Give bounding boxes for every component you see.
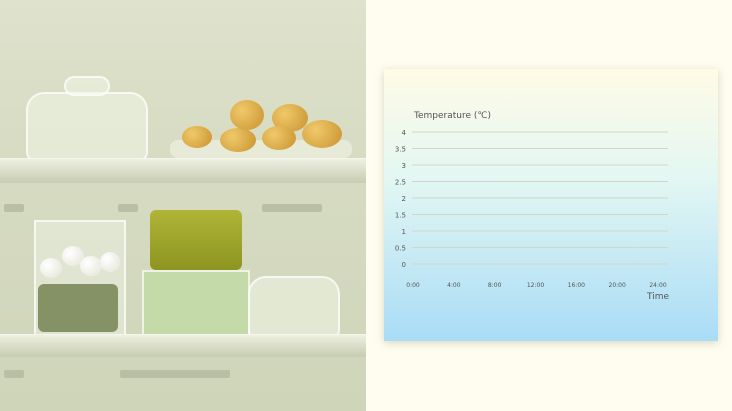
x-tick-label: 24:00 [649,282,666,289]
temperature-chart-card: Temperature (℃) Time 0 0.5 1 1.5 2 2.5 3 3.5 4 0:… [384,69,718,341]
shelf-rail [118,204,138,212]
egg [80,256,102,276]
refrigerator-photo [0,0,366,411]
shelf-rail [120,370,230,378]
y-axis-label: Temperature (℃) [413,111,491,121]
y-tick-label: 0.5 [395,245,406,253]
egg [40,258,62,278]
potato [262,126,296,150]
x-tick-label: 20:00 [609,282,626,289]
y-tick-label: 3.5 [395,146,406,154]
potato [182,126,212,148]
y-tick-label: 3 [402,162,406,170]
y-tick-label: 2 [402,195,406,203]
shelf-rail [262,204,322,212]
glass-jar [26,92,148,162]
x-tick-label: 8:00 [488,282,502,289]
x-tick-label: 12:00 [527,282,544,289]
greens [38,284,118,332]
glass-jar [248,276,340,340]
y-tick-label: 4 [402,129,407,137]
shelf [0,334,366,357]
temperature-chart: Temperature (℃) Time 0 0.5 1 1.5 2 2.5 3 3.5 4 0:… [395,111,670,302]
egg [62,246,84,266]
potato [230,100,264,130]
shelf [0,158,366,183]
egg [100,252,120,272]
y-tick-label: 1.5 [395,212,406,220]
shelf-rail [4,370,24,378]
y-tick-label: 2.5 [395,179,406,187]
x-tick-label: 4:00 [447,282,461,289]
y-tick-label: 1 [402,228,406,236]
shelf-rail [4,204,24,212]
potato-tray [170,140,352,158]
y-tick-label: 0 [402,261,406,269]
pesto-tub [150,210,242,270]
x-tick-label: 16:00 [568,282,585,289]
potato [220,128,256,152]
x-tick-label: 0:00 [406,282,420,289]
glass-jar-lid [64,76,110,96]
x-axis-label: Time [646,292,669,302]
lettuce-container [142,270,250,340]
potato [302,120,342,148]
